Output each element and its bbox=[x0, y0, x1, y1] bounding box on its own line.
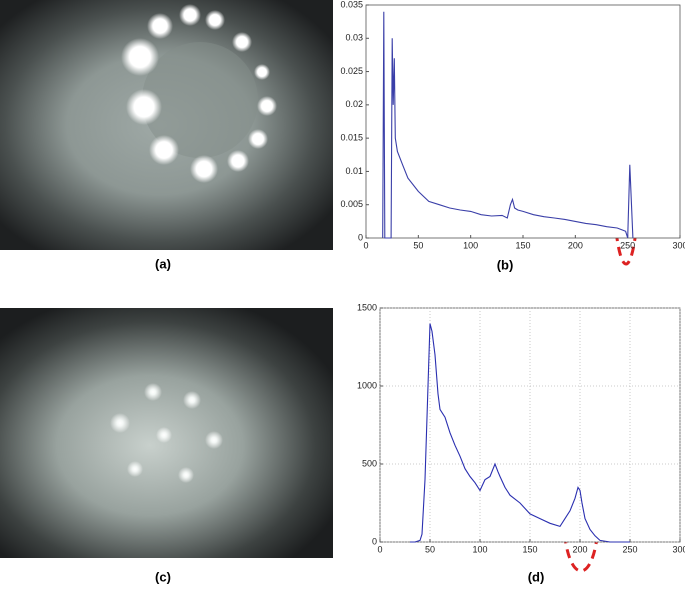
x-tick-label: 50 bbox=[413, 240, 423, 250]
y-tick-label: 0.015 bbox=[340, 133, 363, 143]
x-tick-label: 150 bbox=[522, 544, 537, 554]
x-tick-label: 0 bbox=[377, 544, 382, 554]
data-line bbox=[410, 323, 630, 543]
x-tick-label: 100 bbox=[472, 544, 487, 554]
photo-a bbox=[0, 0, 333, 250]
y-tick-label: 0.03 bbox=[345, 33, 363, 43]
y-tick-label: 0 bbox=[358, 232, 363, 242]
data-line bbox=[382, 11, 634, 239]
x-tick-label: 50 bbox=[425, 544, 435, 554]
y-tick-label: 0.035 bbox=[340, 0, 363, 9]
panel-label: (d) bbox=[528, 569, 545, 584]
y-tick-label: 500 bbox=[362, 458, 377, 468]
y-tick-label: 1500 bbox=[357, 302, 377, 312]
panel-label: (b) bbox=[497, 257, 514, 272]
y-tick-label: 1000 bbox=[357, 380, 377, 390]
y-tick-label: 0.025 bbox=[340, 66, 363, 76]
x-tick-label: 150 bbox=[515, 240, 530, 250]
x-tick-label: 0 bbox=[363, 240, 368, 250]
y-tick-label: 0.005 bbox=[340, 199, 363, 209]
photo-c bbox=[0, 308, 333, 558]
x-tick-label: 250 bbox=[622, 544, 637, 554]
x-tick-label: 250 bbox=[620, 240, 635, 250]
panel-label: (c) bbox=[155, 569, 171, 584]
x-tick-label: 200 bbox=[572, 544, 587, 554]
plot-area bbox=[365, 4, 681, 239]
x-tick-label: 300 bbox=[672, 544, 685, 554]
y-tick-label: 0.02 bbox=[345, 99, 363, 109]
panel-label: (a) bbox=[155, 256, 171, 271]
x-tick-label: 200 bbox=[568, 240, 583, 250]
y-tick-label: 0 bbox=[372, 536, 377, 546]
y-tick-label: 0.01 bbox=[345, 166, 363, 176]
x-tick-label: 300 bbox=[672, 240, 685, 250]
x-tick-label: 100 bbox=[463, 240, 478, 250]
